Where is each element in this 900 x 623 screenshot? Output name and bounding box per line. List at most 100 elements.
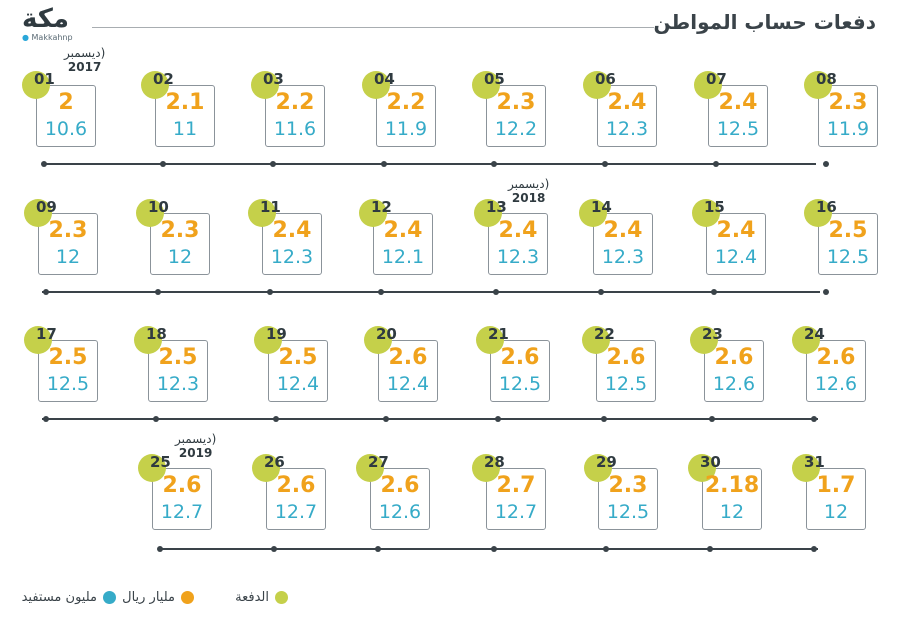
payment-number: 31 (804, 453, 825, 471)
payment-marker-icon (359, 199, 387, 227)
payment-number: 06 (595, 70, 616, 88)
million-beneficiaries-swatch-icon (103, 591, 116, 604)
month-label: (ديسمبر 2017 (64, 46, 105, 74)
payment-amount: 2.4 (383, 218, 423, 243)
timeline-dot (378, 289, 384, 295)
timeline-dot (811, 416, 817, 422)
payment-card (702, 468, 762, 530)
month-name: (ديسمبر (64, 46, 106, 60)
payment-card (265, 85, 325, 147)
timeline-dot (273, 416, 279, 422)
timeline-dot (270, 161, 276, 167)
timeline-dot (43, 416, 49, 422)
timeline-line (42, 163, 816, 165)
timeline-dot (709, 416, 715, 422)
payment-amount: 2.6 (816, 345, 856, 370)
payment-amount: 2.5 (48, 345, 88, 370)
logo-handle: ● Makkahnp (22, 33, 84, 42)
payment-card (38, 213, 98, 275)
payment-number: 27 (368, 453, 389, 471)
timeline-dot (493, 289, 499, 295)
timeline-dot (598, 289, 604, 295)
timeline-dot (811, 546, 817, 552)
timeline-dot (157, 546, 163, 552)
payment-beneficiaries: 12.2 (494, 118, 538, 140)
payment-card (38, 340, 98, 402)
payment-number: 20 (376, 325, 397, 343)
payment-marker-icon (251, 71, 279, 99)
timeline-dot (153, 416, 159, 422)
payment-amount: 1.7 (816, 473, 856, 498)
payment-card (593, 213, 653, 275)
payment-card (376, 85, 436, 147)
timeline-dot (713, 161, 719, 167)
payment-marker-icon (24, 199, 52, 227)
payment-amount: 2.18 (704, 473, 760, 498)
timeline-dot (375, 546, 381, 552)
payment-number: 28 (484, 453, 505, 471)
timeline-dot (707, 546, 713, 552)
payment-number: 19 (266, 325, 287, 343)
payment-beneficiaries: 11.6 (273, 118, 317, 140)
payment-number: 25 (150, 453, 171, 471)
payment-marker-icon (579, 199, 607, 227)
payment-number: 23 (702, 325, 723, 343)
payment-number: 16 (816, 198, 837, 216)
payment-marker-icon (792, 454, 820, 482)
timeline-dot (271, 546, 277, 552)
payment-marker-icon (364, 326, 392, 354)
payment-amount: 2.2 (386, 90, 426, 115)
payment-card (486, 85, 546, 147)
payment-card (708, 85, 768, 147)
payment-number: 15 (704, 198, 725, 216)
payment-card (378, 340, 438, 402)
payment-beneficiaries: 12.5 (826, 246, 870, 268)
payment-number: 21 (488, 325, 509, 343)
timeline-dot (601, 416, 607, 422)
payment-number: 24 (804, 325, 825, 343)
payment-marker-icon (584, 454, 612, 482)
payment-card (818, 85, 878, 147)
payment-number: 09 (36, 198, 57, 216)
payment-amount: 2.6 (714, 345, 754, 370)
payment-beneficiaries: 12.3 (605, 118, 649, 140)
logo-handle-text: Makkahnp (31, 33, 73, 42)
timeline-dot (267, 289, 273, 295)
payment-beneficiaries: 12.5 (46, 373, 90, 395)
payment-number: 18 (146, 325, 167, 343)
payment-number: 26 (264, 453, 285, 471)
payment-beneficiaries: 11.9 (826, 118, 870, 140)
payment-number: 29 (596, 453, 617, 471)
legend-label-million-beneficiaries: مليون مستفيد (21, 590, 97, 605)
billion-riyal-swatch-icon (181, 591, 194, 604)
payment-number: 30 (700, 453, 721, 471)
payment-beneficiaries: 11 (172, 118, 198, 140)
payment-marker-icon (694, 71, 722, 99)
payment-marker-icon (692, 199, 720, 227)
payment-marker-icon (248, 199, 276, 227)
timeline-dot (491, 161, 497, 167)
payment-beneficiaries: 12.3 (496, 246, 540, 268)
legend-item-million-beneficiaries: مليون مستفيد (22, 590, 116, 605)
payment-amount: 2.6 (606, 345, 646, 370)
payment-beneficiaries: 12.3 (156, 373, 200, 395)
payment-card (704, 340, 764, 402)
payment-number: 10 (148, 198, 169, 216)
legend-item-billion-riyal: مليار ريال (122, 590, 194, 605)
payment-beneficiaries: 12.5 (716, 118, 760, 140)
month-name: (ديسمبر (175, 432, 217, 446)
payment-marker-icon (690, 326, 718, 354)
legend-item-payment: الدفعة (235, 590, 288, 605)
legend-label-payment: الدفعة (235, 590, 269, 605)
payment-number: 02 (153, 70, 174, 88)
timeline-dot (43, 289, 49, 295)
payment-card (155, 85, 215, 147)
payment-card (490, 340, 550, 402)
payment-beneficiaries: 12.5 (604, 373, 648, 395)
payment-amount: 2.4 (498, 218, 538, 243)
payment-card (268, 340, 328, 402)
payment-number: 08 (816, 70, 837, 88)
payment-marker-icon (136, 199, 164, 227)
payment-card (152, 468, 212, 530)
